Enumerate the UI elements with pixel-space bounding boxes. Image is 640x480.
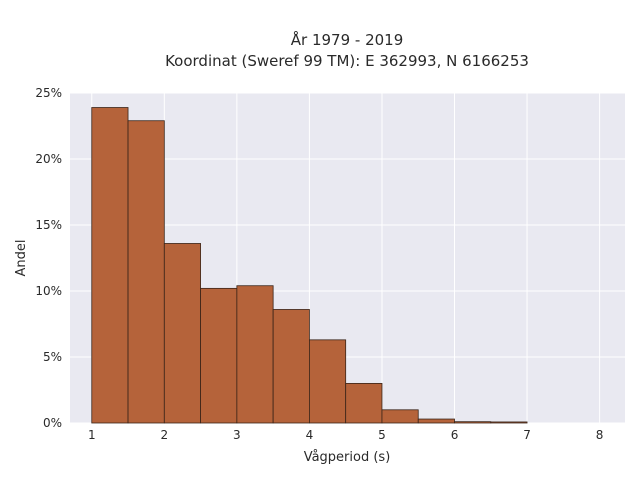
y-tick-label: 25%: [35, 86, 62, 100]
y-tick-label: 10%: [35, 284, 62, 298]
histogram-bar-3: [200, 287, 238, 424]
chart-title: År 1979 - 2019: [291, 30, 404, 49]
histogram-bar-6: [309, 339, 347, 424]
chart-subtitle: Koordinat (Sweref 99 TM): E 362993, N 61…: [165, 52, 529, 70]
x-axis-label: Vågperiod (s): [304, 450, 391, 465]
histogram-bar-4: [236, 285, 274, 424]
histogram-bar-7: [345, 382, 383, 424]
y-tick-label: 5%: [43, 350, 62, 364]
x-tick-label: 4: [306, 428, 314, 442]
x-tick-label: 1: [88, 428, 96, 442]
y-tick-label: 0%: [43, 416, 62, 430]
bars: [91, 107, 528, 424]
histogram-bar-1: [127, 120, 165, 424]
x-tick-label: 7: [523, 428, 531, 442]
histogram-bar-10: [454, 421, 492, 424]
y-axis-label: Andel: [14, 240, 29, 277]
histogram-bar-0: [91, 107, 129, 424]
histogram-bar-5: [272, 309, 310, 424]
x-axis-ticks: 1 2 3 4 5 6 7 8: [88, 428, 603, 442]
x-tick-label: 2: [160, 428, 168, 442]
x-tick-label: 8: [596, 428, 604, 442]
histogram-bar-8: [381, 409, 419, 424]
y-axis-ticks: 0% 5% 10% 15% 20% 25%: [35, 86, 62, 430]
x-tick-label: 5: [378, 428, 386, 442]
y-tick-label: 20%: [35, 152, 62, 166]
x-tick-label: 6: [451, 428, 459, 442]
y-tick-label: 15%: [35, 218, 62, 232]
histogram-bar-11: [490, 421, 528, 424]
x-tick-label: 3: [233, 428, 241, 442]
histogram-bar-2: [163, 243, 201, 424]
histogram-bar-9: [417, 418, 455, 424]
